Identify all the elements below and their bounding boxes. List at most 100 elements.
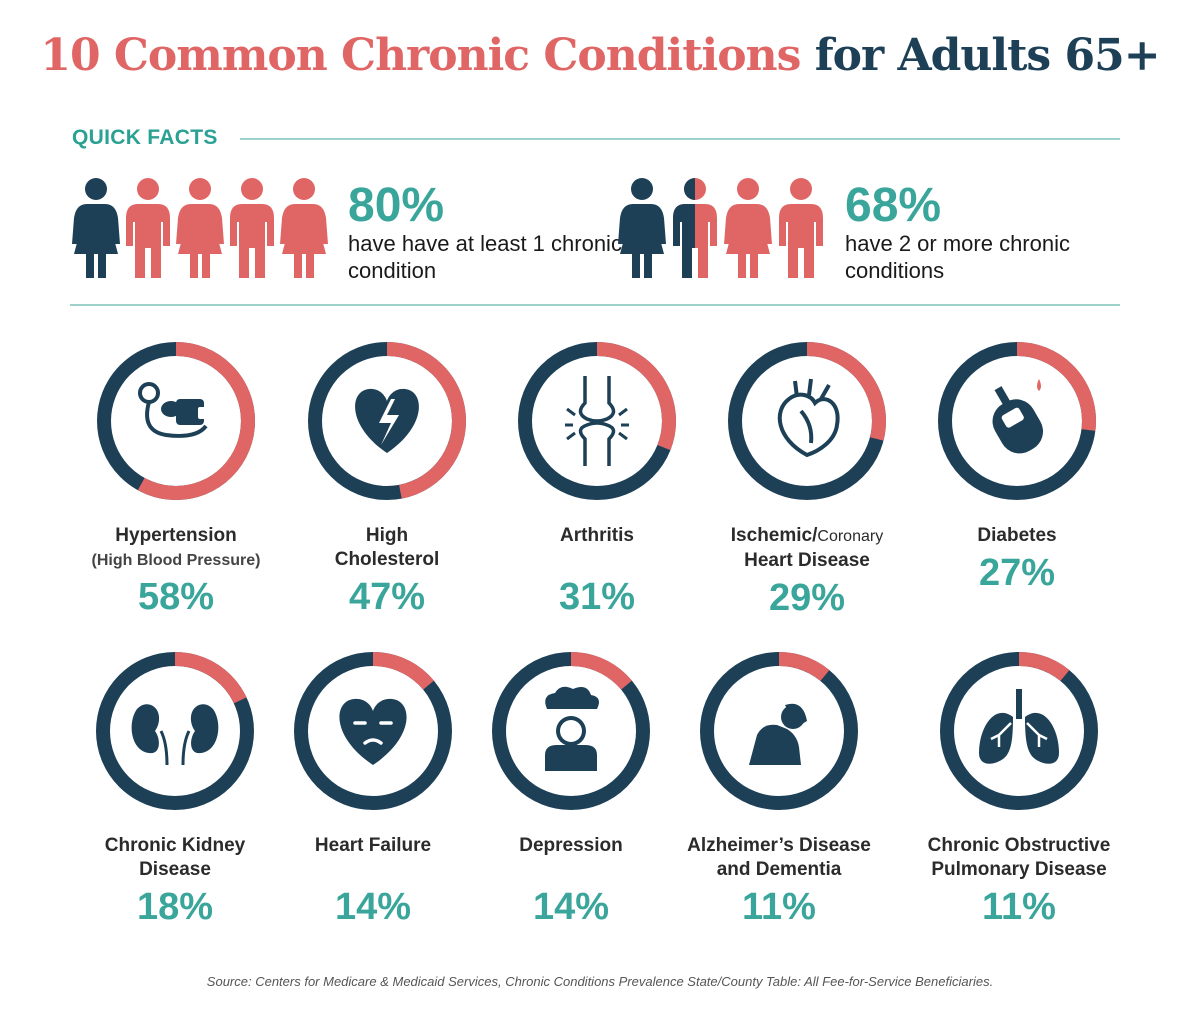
condition-label-line1: Ischemic/	[730, 525, 818, 546]
ring-value-arc	[938, 342, 1096, 500]
ring-track	[940, 652, 1098, 810]
condition-label-line1: Arthritis	[560, 525, 634, 546]
person-icon	[280, 178, 328, 278]
donut-ring	[294, 652, 452, 810]
blood-pressure-cuff-icon	[138, 382, 208, 438]
ring-value-arc	[96, 652, 254, 810]
anatomical-heart-icon	[777, 378, 840, 458]
condition-item: Ischemic/Coronary Heart Disease 29%	[692, 338, 922, 619]
person-icon	[176, 178, 224, 278]
condition-label: Ischemic/Coronary Heart Disease	[692, 524, 922, 573]
title-part-2: for Adults 65+	[814, 30, 1161, 81]
condition-item: Alzheimer’s Disease and Dementia 11%	[664, 648, 894, 928]
condition-label-line2: Disease	[139, 859, 211, 880]
condition-label-line1: Heart Failure	[314, 835, 432, 856]
condition-item: Depression 14%	[456, 648, 686, 928]
condition-percent: 47%	[348, 576, 426, 618]
condition-percent: 11%	[742, 886, 816, 928]
ring-value-arc	[97, 342, 255, 500]
quick-facts-label: QUICK FACTS	[72, 126, 218, 149]
quick-facts-rule	[240, 138, 1120, 140]
condition-percent: 31%	[558, 576, 636, 618]
condition-item: Heart Failure 14%	[258, 648, 488, 928]
condition-percent: 58%	[137, 576, 215, 618]
lungs-icon	[979, 689, 1059, 764]
donut-ring	[518, 342, 676, 500]
condition-percent: 29%	[768, 577, 846, 619]
condition-label-line2: and Dementia	[716, 859, 842, 880]
condition-label-line1: High	[365, 525, 409, 546]
person-icon	[126, 178, 170, 278]
condition-label: Arthritis	[482, 524, 712, 572]
donut-ring	[940, 652, 1098, 810]
donut-ring	[492, 652, 650, 810]
fact-2-text: have 2 or more chronic conditions	[845, 231, 1070, 283]
broken-heart-icon	[355, 388, 419, 453]
ring-value-arc	[518, 342, 676, 500]
person-icon	[230, 178, 274, 278]
condition-item: High Cholesterol 47%	[272, 338, 502, 618]
kidneys-icon	[131, 704, 219, 766]
person-icon	[618, 178, 666, 278]
condition-percent: 18%	[136, 886, 214, 928]
condition-percent: 14%	[532, 886, 610, 928]
person-half-icon	[673, 178, 695, 278]
donut-ring	[96, 652, 254, 810]
condition-label: Alzheimer’s Disease and Dementia	[664, 834, 894, 882]
knee-joint-icon	[565, 376, 629, 466]
condition-label-line1b: Coronary	[817, 528, 884, 545]
condition-item: Chronic Kidney Disease 18%	[60, 648, 290, 928]
condition-percent: 27%	[978, 552, 1056, 594]
condition-label: Diabetes	[902, 524, 1132, 548]
condition-label: Chronic Kidney Disease	[60, 834, 290, 882]
person-icon	[72, 178, 120, 278]
donut-ring	[97, 342, 255, 500]
glucose-meter-icon	[992, 379, 1043, 454]
condition-percent: 14%	[334, 886, 412, 928]
title-part-1: 10 Common Chronic Conditions	[40, 30, 801, 81]
condition-label-line1: Hypertension	[115, 525, 237, 546]
head-in-hands-icon	[749, 703, 807, 765]
condition-label: Hypertension (High Blood Pressure)	[61, 524, 291, 572]
sad-heart-icon	[339, 698, 407, 765]
condition-item: Arthritis 31%	[482, 338, 712, 618]
donut-ring	[700, 652, 858, 810]
donut-ring	[728, 342, 886, 500]
condition-label-line1: Depression	[519, 835, 623, 856]
condition-label-line1: Chronic Kidney	[104, 835, 246, 856]
donut-ring	[938, 342, 1096, 500]
condition-label: Depression	[456, 834, 686, 882]
donut-ring	[308, 342, 466, 500]
condition-label-line1: Diabetes	[977, 525, 1057, 546]
people-group-80	[70, 176, 332, 286]
rain-cloud-person-icon	[545, 686, 599, 771]
ring-value-arc	[700, 652, 858, 810]
condition-label: Chronic Obstructive Pulmonary Disease	[904, 834, 1134, 882]
ring-value-arc	[294, 652, 452, 810]
condition-label-line1: Alzheimer’s Disease	[687, 835, 871, 856]
condition-label: High Cholesterol	[272, 524, 502, 572]
condition-label-line2: Heart Disease	[744, 550, 870, 571]
condition-label-line2: (High Blood Pressure)	[91, 552, 261, 569]
condition-item: Diabetes 27%	[902, 338, 1132, 594]
fact-2-percent: 68%	[845, 179, 942, 232]
condition-label: Heart Failure	[258, 834, 488, 882]
ring-value-arc	[492, 652, 650, 810]
condition-item: Hypertension (High Blood Pressure) 58%	[61, 338, 291, 618]
fact-1-text: have have at least 1 chronic condition	[348, 231, 622, 283]
condition-label-line1: Chronic Obstructive	[927, 835, 1111, 856]
ring-value-arc	[308, 342, 466, 500]
ring-value-arc	[728, 342, 886, 500]
condition-item: Chronic Obstructive Pulmonary Disease 11%	[904, 648, 1134, 928]
person-icon	[779, 178, 823, 278]
page-title: 10 Common Chronic Conditions for Adults …	[0, 30, 1200, 81]
condition-percent: 11%	[982, 886, 1056, 928]
source-note: Source: Centers for Medicare & Medicaid …	[206, 974, 994, 989]
ring-value-arc	[940, 652, 1098, 810]
condition-label-line2: Cholesterol	[334, 549, 440, 570]
people-group-68	[616, 176, 828, 286]
person-icon	[724, 178, 772, 278]
condition-label-line2: Pulmonary Disease	[931, 859, 1107, 880]
section-divider	[70, 304, 1120, 306]
fact-1-percent: 80%	[348, 179, 445, 232]
